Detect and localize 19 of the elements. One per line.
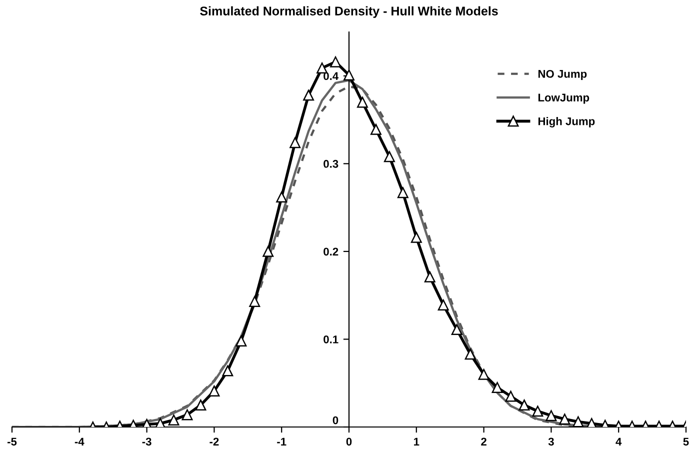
legend-label: NO Jump [538,70,587,80]
x-tick-label: -5 [7,438,17,446]
y-tick-label: 0.1 [324,335,338,344]
legend-label: High Jump [538,117,595,128]
x-tick-label: 1 [414,438,420,446]
x-tick-label: 5 [683,438,689,446]
y-tick-label: 0.2 [324,248,338,256]
x-tick-label: -2 [210,438,219,446]
x-tick-label: 4 [616,438,622,446]
chart-title: Simulated Normalised Density - Hull White Models [200,6,498,18]
y-tick-label: 0 [332,416,338,424]
x-tick-label: -4 [74,438,84,446]
x-tick-label: 2 [481,438,486,446]
x-tick-label: -1 [277,438,286,446]
x-tick-label: 3 [548,438,554,446]
x-tick-label: 0 [346,438,352,446]
x-tick-label: -3 [142,438,152,446]
y-tick-label: 0.3 [324,160,338,168]
legend-label: LowJump [538,94,590,104]
